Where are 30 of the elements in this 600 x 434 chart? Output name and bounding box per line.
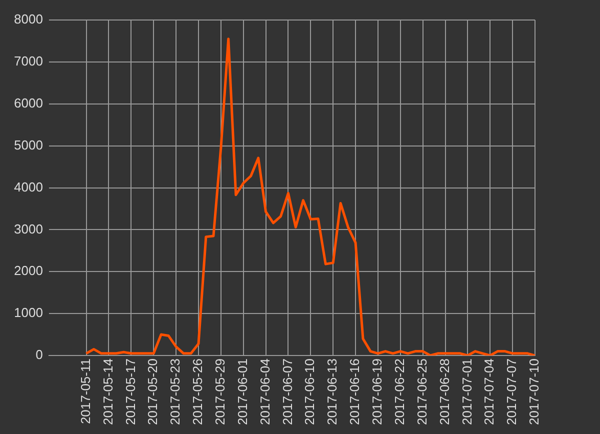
x-tick-label: 2017-06-28 bbox=[436, 358, 452, 425]
x-tick-label: 2017-05-17 bbox=[122, 358, 138, 425]
x-tick-label: 2017-06-25 bbox=[414, 358, 430, 425]
x-tick-label: 2017-06-13 bbox=[324, 358, 340, 425]
x-tick-label: 2017-06-22 bbox=[392, 358, 407, 425]
x-tick-label: 2017-06-01 bbox=[234, 358, 250, 425]
x-tick-label: 2017-05-20 bbox=[145, 358, 160, 425]
x-tick-label: 2017-05-29 bbox=[212, 358, 228, 425]
x-tick-label: 2017-06-19 bbox=[370, 358, 385, 425]
y-tick-label: 0 bbox=[36, 347, 43, 362]
x-tick-label: 2017-05-23 bbox=[168, 358, 183, 425]
x-tick-label: 2017-07-07 bbox=[504, 358, 520, 425]
y-tick-label: 7000 bbox=[14, 54, 43, 69]
x-tick-label: 2017-05-26 bbox=[190, 358, 206, 425]
y-tick-label: 6000 bbox=[14, 95, 43, 110]
x-tick-label: 2017-06-10 bbox=[302, 358, 318, 425]
y-tick-label: 5000 bbox=[14, 137, 43, 152]
y-tick-label: 4000 bbox=[14, 179, 43, 194]
y-tick-label: 2000 bbox=[14, 263, 43, 278]
x-tick-label: 2017-05-11 bbox=[78, 358, 93, 424]
x-tick-label: 2017-06-16 bbox=[347, 358, 362, 425]
x-tick-label: 2017-07-10 bbox=[526, 358, 542, 425]
x-tick-label: 2017-06-07 bbox=[280, 358, 295, 425]
x-tick-label: 2017-06-04 bbox=[257, 358, 272, 425]
y-tick-label: 8000 bbox=[14, 12, 43, 27]
x-tick-label: 2017-05-14 bbox=[100, 358, 116, 425]
y-tick-label: 1000 bbox=[14, 305, 43, 320]
y-tick-label: 3000 bbox=[14, 221, 43, 236]
x-tick-label: 2017-07-01 bbox=[459, 358, 474, 425]
x-tick-label: 2017-07-04 bbox=[482, 358, 497, 425]
